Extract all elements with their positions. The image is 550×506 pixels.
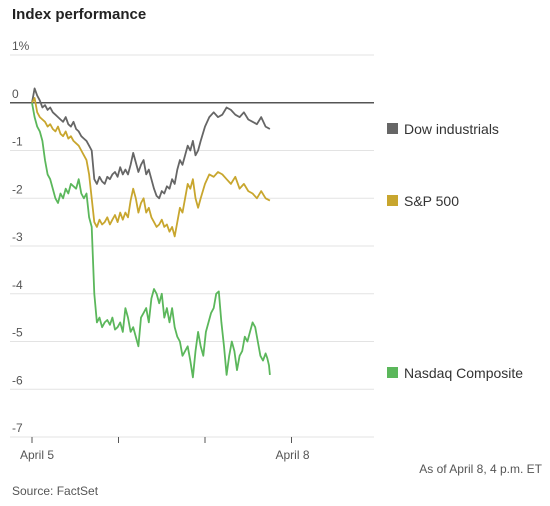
legend-swatch — [387, 195, 398, 206]
series-line-0 — [31, 87, 271, 200]
x-tick-label: April 5 — [20, 448, 54, 462]
axis-layer: 1% 0 -1 -2 -3 -4 -5 -6 -7 April 5 April 8 — [12, 39, 310, 462]
series-line-1 — [31, 97, 271, 238]
legend-label: Dow industrials — [404, 121, 499, 137]
x-tick-label: April 8 — [276, 448, 310, 462]
y-tick-label: 0 — [12, 87, 19, 101]
y-tick-label: -3 — [12, 230, 23, 244]
grid-layer — [10, 54, 374, 438]
y-tick-label: -4 — [12, 278, 23, 292]
legend-swatch — [387, 123, 398, 134]
legend-layer: Dow industrials S&P 500 Nasdaq Composite — [387, 121, 523, 381]
legend-swatch — [387, 367, 398, 378]
y-tick-label: -1 — [12, 135, 23, 149]
source-note: Source: FactSet — [12, 484, 99, 498]
y-tick-label: -7 — [12, 421, 23, 435]
y-tick-label: -2 — [12, 182, 23, 196]
as-of-note: As of April 8, 4 p.m. ET — [419, 462, 542, 476]
series-line-2 — [31, 102, 271, 379]
chart-title: Index performance — [12, 6, 147, 23]
legend-label: Nasdaq Composite — [404, 365, 523, 381]
y-tick-label: 1% — [12, 39, 30, 53]
legend-label: S&P 500 — [404, 193, 459, 209]
y-tick-label: -6 — [12, 373, 23, 387]
y-tick-label: -5 — [12, 326, 23, 340]
series-layer — [31, 87, 271, 379]
